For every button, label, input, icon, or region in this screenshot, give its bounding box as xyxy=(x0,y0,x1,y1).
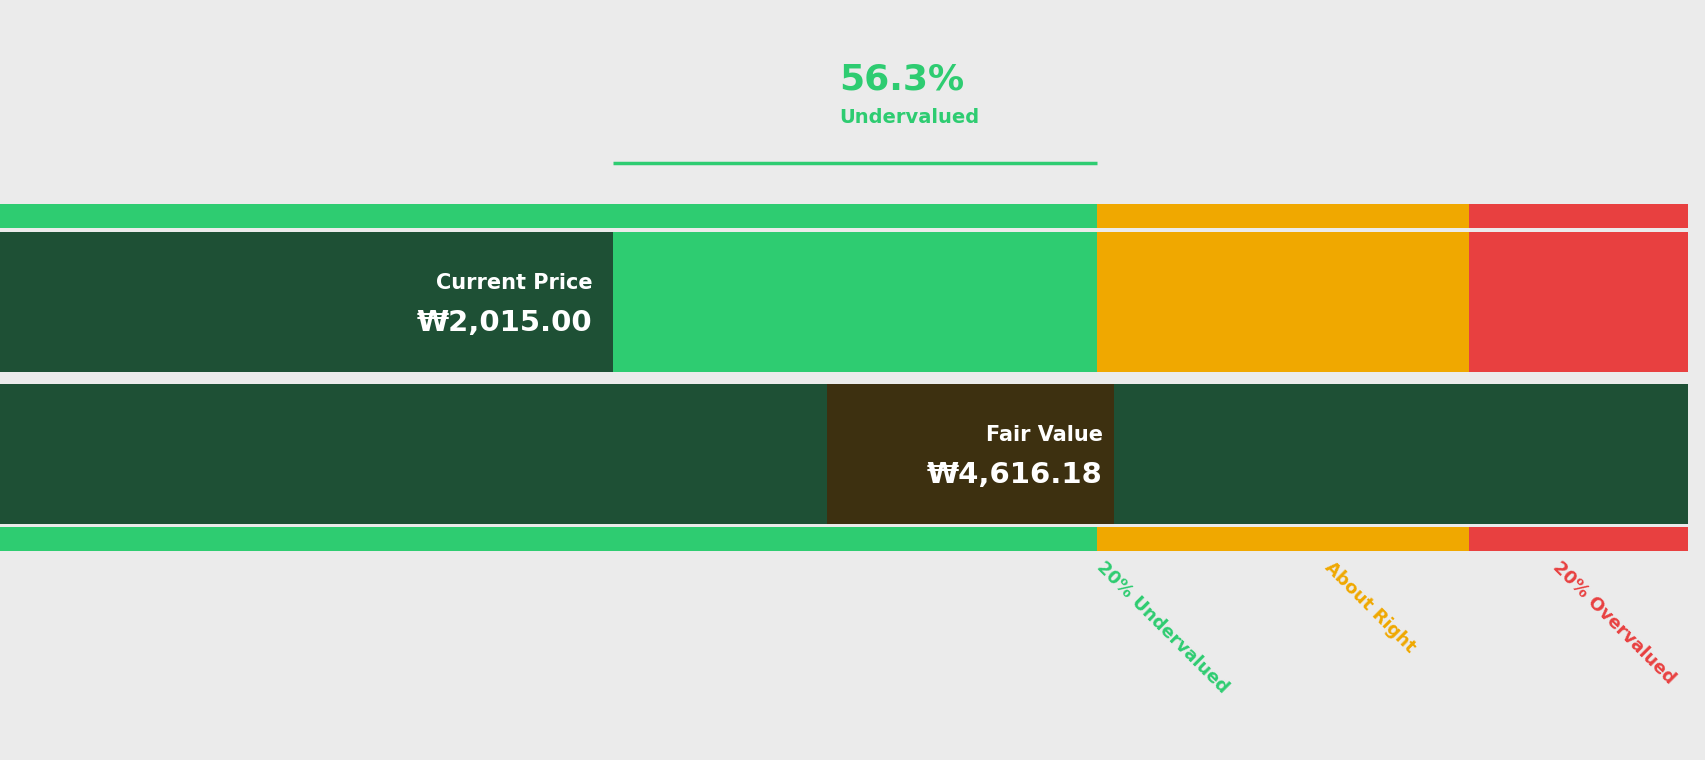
Bar xyxy=(1325,204,1468,228)
Bar xyxy=(0,384,612,524)
Bar xyxy=(612,204,1096,228)
Bar xyxy=(612,384,1096,524)
Text: Current Price: Current Price xyxy=(436,273,592,293)
Text: 20% Overvalued: 20% Overvalued xyxy=(1548,559,1678,688)
Bar xyxy=(827,384,1113,524)
Bar xyxy=(1468,384,1688,524)
Bar xyxy=(0,384,1688,524)
Bar xyxy=(1325,527,1468,551)
Bar xyxy=(0,232,612,372)
Text: Undervalued: Undervalued xyxy=(839,109,979,128)
Bar xyxy=(1468,232,1688,372)
Bar xyxy=(1096,204,1325,228)
Bar xyxy=(612,527,1096,551)
Text: 56.3%: 56.3% xyxy=(839,63,963,97)
Bar xyxy=(1325,384,1468,524)
Text: Fair Value: Fair Value xyxy=(985,425,1101,445)
Bar xyxy=(0,527,612,551)
Text: ₩2,015.00: ₩2,015.00 xyxy=(416,309,592,337)
Text: 20% Undervalued: 20% Undervalued xyxy=(1093,559,1231,697)
Bar xyxy=(1096,232,1325,372)
Bar xyxy=(1096,527,1325,551)
Bar xyxy=(1468,527,1688,551)
Bar xyxy=(1325,232,1468,372)
Text: About Right: About Right xyxy=(1320,559,1419,657)
Bar xyxy=(1096,384,1325,524)
Bar xyxy=(0,204,612,228)
Bar xyxy=(1468,204,1688,228)
Bar xyxy=(0,232,612,372)
Bar xyxy=(612,232,1096,372)
Text: ₩4,616.18: ₩4,616.18 xyxy=(926,461,1101,489)
